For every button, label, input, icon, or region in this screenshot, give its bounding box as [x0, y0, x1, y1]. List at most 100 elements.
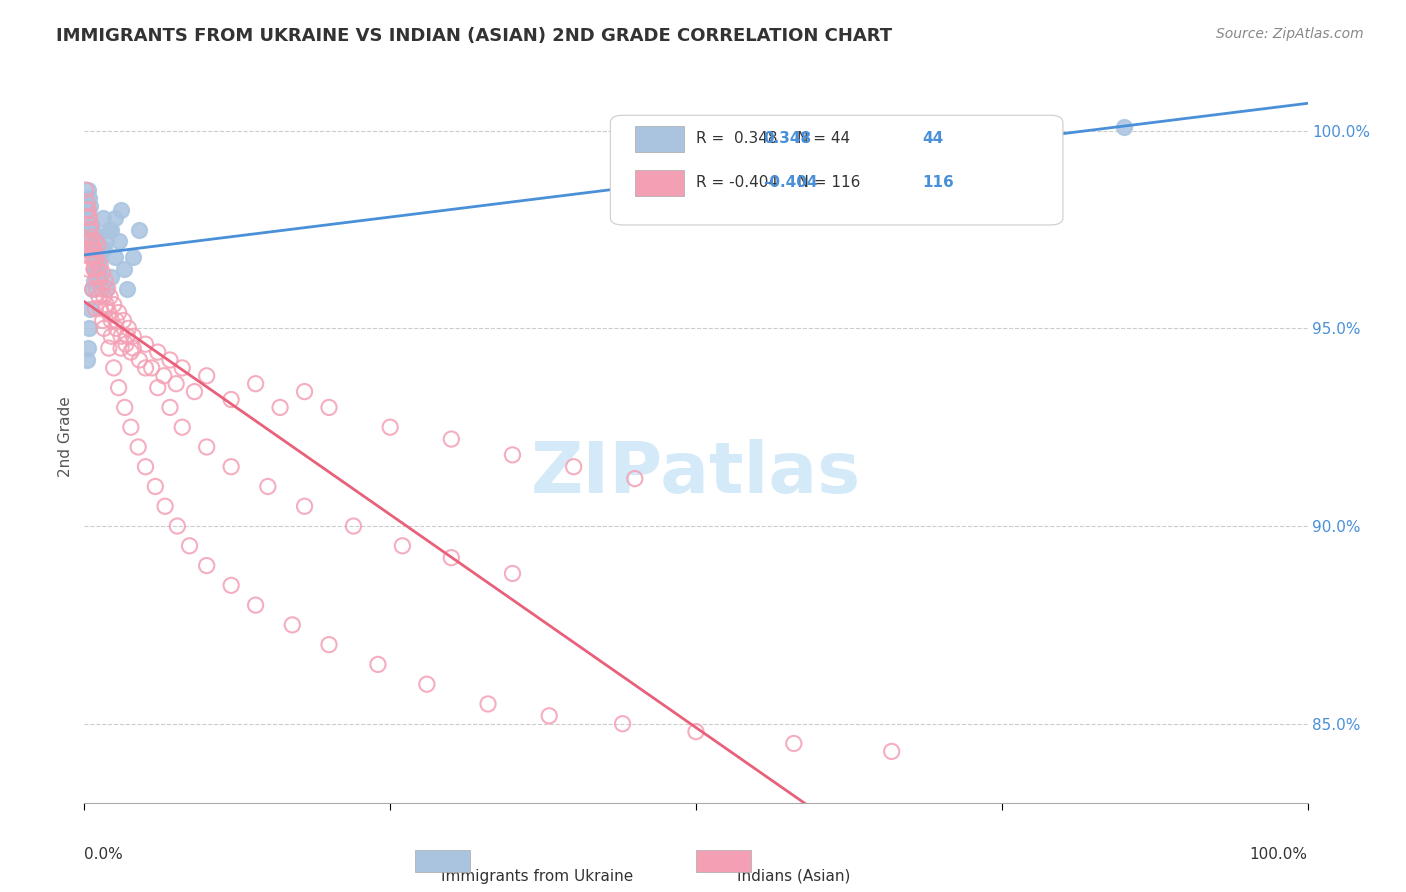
Point — [86, 262, 108, 277]
Text: 44: 44 — [922, 131, 943, 146]
Point — [105, 321, 128, 335]
Bar — [636, 170, 683, 195]
Point — [501, 448, 523, 462]
Point — [367, 657, 389, 672]
Point — [83, 238, 105, 252]
Point — [179, 539, 201, 553]
Point — [79, 219, 101, 233]
Point — [83, 262, 105, 277]
Point — [107, 305, 129, 319]
Point — [76, 194, 98, 209]
Point — [624, 472, 647, 486]
Point — [440, 550, 463, 565]
Point — [103, 360, 125, 375]
Point — [183, 384, 205, 399]
Point — [380, 420, 402, 434]
Point — [75, 183, 97, 197]
Point — [391, 539, 413, 553]
Bar — [415, 850, 470, 872]
Point — [112, 313, 135, 327]
Text: -0.404: -0.404 — [763, 175, 818, 190]
Point — [89, 258, 111, 272]
Point — [153, 368, 176, 383]
Point — [77, 222, 100, 236]
Point — [94, 274, 117, 288]
Point — [80, 230, 103, 244]
Point — [84, 254, 107, 268]
Point — [76, 202, 98, 217]
Point — [86, 230, 108, 244]
Point — [86, 250, 108, 264]
Point — [501, 566, 523, 581]
Point — [562, 459, 585, 474]
Point — [120, 420, 142, 434]
Point — [294, 384, 316, 399]
Point — [87, 254, 110, 268]
Point — [91, 266, 114, 280]
Point — [281, 618, 304, 632]
Point — [87, 290, 110, 304]
Point — [107, 235, 129, 249]
Point — [110, 329, 132, 343]
Point — [135, 459, 157, 474]
Point — [91, 211, 114, 225]
Point — [114, 401, 136, 415]
Point — [87, 238, 110, 252]
Point — [80, 235, 103, 249]
Point — [83, 262, 105, 277]
Point — [294, 500, 316, 514]
Point — [141, 360, 163, 375]
Point — [93, 290, 115, 304]
Text: Immigrants from Ukraine: Immigrants from Ukraine — [441, 869, 633, 884]
Point — [219, 578, 242, 592]
Point — [79, 235, 101, 249]
Point — [195, 368, 218, 383]
Point — [685, 724, 707, 739]
Point — [97, 222, 120, 236]
Point — [79, 222, 101, 236]
Point — [172, 360, 194, 375]
Point — [77, 191, 100, 205]
Point — [83, 250, 105, 264]
Text: 116: 116 — [922, 175, 955, 190]
Point — [245, 376, 267, 391]
Point — [86, 282, 108, 296]
Point — [86, 269, 108, 284]
Point — [105, 313, 128, 327]
Point — [128, 222, 150, 236]
Point — [84, 301, 107, 316]
Point — [100, 329, 122, 343]
Point — [82, 242, 104, 256]
Point — [97, 341, 120, 355]
Point — [89, 266, 111, 280]
Point — [84, 246, 107, 260]
Point — [783, 737, 806, 751]
Point — [1114, 120, 1136, 134]
Text: 0.348: 0.348 — [763, 131, 811, 146]
Point — [87, 250, 110, 264]
Point — [83, 274, 105, 288]
Point — [159, 401, 181, 415]
Point — [82, 250, 104, 264]
Point — [104, 211, 127, 225]
Point — [98, 290, 121, 304]
Point — [97, 282, 120, 296]
Point — [77, 211, 100, 225]
Point — [219, 392, 242, 407]
Point — [107, 381, 129, 395]
Text: IMMIGRANTS FROM UKRAINE VS INDIAN (ASIAN) 2ND GRADE CORRELATION CHART: IMMIGRANTS FROM UKRAINE VS INDIAN (ASIAN… — [56, 27, 893, 45]
Point — [612, 716, 634, 731]
Point — [77, 222, 100, 236]
Point — [93, 242, 115, 256]
Point — [245, 598, 267, 612]
Point — [104, 250, 127, 264]
Point — [219, 459, 242, 474]
Point — [269, 401, 291, 415]
Point — [115, 329, 138, 343]
Text: ZIPatlas: ZIPatlas — [531, 439, 860, 508]
Point — [122, 250, 145, 264]
Text: Source: ZipAtlas.com: Source: ZipAtlas.com — [1216, 27, 1364, 41]
Point — [96, 282, 118, 296]
Point — [342, 519, 364, 533]
Point — [79, 250, 101, 264]
